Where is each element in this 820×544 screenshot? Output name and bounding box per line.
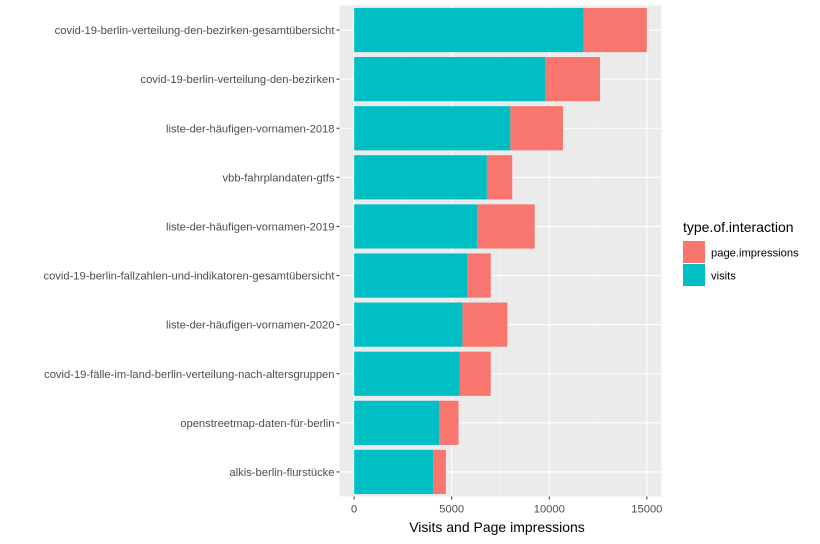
bar-page-impressions xyxy=(486,155,513,200)
legend-key xyxy=(683,264,705,286)
y-tick-label: vbb-fahrplandaten-gtfs xyxy=(223,172,335,184)
bars xyxy=(354,7,647,495)
x-tick-label: 15000 xyxy=(631,504,662,516)
y-axis-ticks: covid-19-berlin-verteilung-den-bezirken-… xyxy=(43,25,340,479)
bar-visits xyxy=(354,57,546,102)
bar-visits xyxy=(354,106,511,151)
bar-page-impressions xyxy=(583,7,647,53)
x-tick-label: 0 xyxy=(351,504,357,516)
y-tick-label: openstreetmap-daten-für-berlin xyxy=(180,418,334,430)
x-axis-ticks: 0 5000 10000 15000 xyxy=(351,496,662,516)
bar-page-impressions xyxy=(439,400,459,445)
y-tick-label: liste-der-häufigen-vornamen-2019 xyxy=(166,221,335,233)
legend-label: page.impressions xyxy=(711,248,799,260)
bar-page-impressions xyxy=(459,351,491,396)
legend-label: visits xyxy=(711,271,736,283)
legend-title: type.of.interaction xyxy=(683,219,794,235)
bar-visits xyxy=(354,302,463,347)
bar-visits xyxy=(354,449,434,495)
bar-visits xyxy=(354,253,468,298)
x-tick-label: 5000 xyxy=(439,504,464,516)
legend-key xyxy=(683,241,705,263)
bar-visits xyxy=(354,400,440,445)
bar-page-impressions xyxy=(477,204,535,249)
legend: type.of.interaction page.impressions visi… xyxy=(683,219,799,286)
x-axis-title: Visits and Page impressions xyxy=(409,519,585,535)
y-tick-label: alkis-berlin-flurstücke xyxy=(229,467,334,479)
y-tick-label: liste-der-häufigen-vornamen-2018 xyxy=(166,123,335,135)
bar-visits xyxy=(354,155,487,200)
bar-page-impressions xyxy=(510,106,563,151)
y-tick-label: covid-19-fälle-im-land-berlin-verteilung… xyxy=(44,369,334,381)
y-tick-label: liste-der-häufigen-vornamen-2020 xyxy=(166,320,335,332)
y-tick-label: covid-19-berlin-verteilung-den-bezirken-… xyxy=(55,25,336,37)
bar-visits xyxy=(354,204,478,249)
bar-page-impressions xyxy=(462,302,508,347)
x-tick-label: 10000 xyxy=(534,504,565,516)
bar-page-impressions xyxy=(545,57,601,102)
y-tick-label: covid-19-berlin-fallzahlen-und-indikator… xyxy=(43,271,335,283)
bar-page-impressions xyxy=(467,253,491,298)
bar-visits xyxy=(354,7,584,53)
bar-visits xyxy=(354,351,460,396)
y-tick-label: covid-19-berlin-verteilung-den-bezirken xyxy=(140,74,334,86)
bar-page-impressions xyxy=(433,449,446,495)
